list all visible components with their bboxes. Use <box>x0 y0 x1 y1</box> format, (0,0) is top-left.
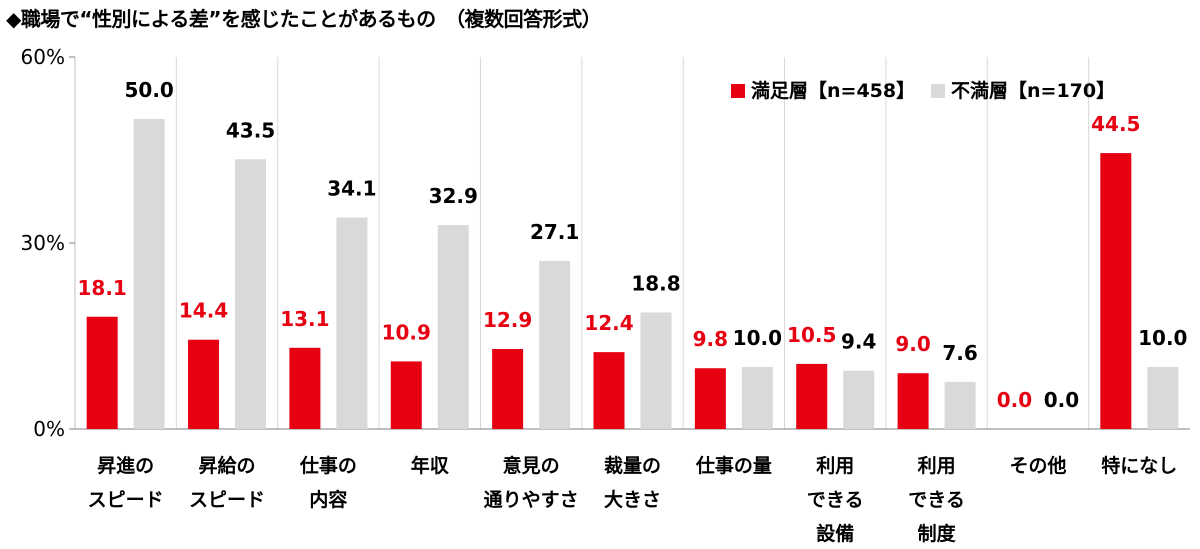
data-label: 14.4 <box>179 299 228 323</box>
bar-dissatisfied <box>539 260 571 429</box>
bar-satisfied <box>897 373 929 429</box>
legend-label: 不満層【n=170】 <box>951 79 1115 102</box>
data-label: 10.5 <box>787 323 836 347</box>
bar-dissatisfied <box>843 370 875 429</box>
x-tick-label: 昇給の <box>199 454 256 477</box>
x-tick-label: できる <box>807 489 864 511</box>
x-tick-label: 意見の <box>503 454 560 477</box>
bar-dissatisfied <box>944 381 976 429</box>
x-tick-label: 通りやすさ <box>484 489 579 511</box>
x-tick-label: 裁量の <box>604 454 661 477</box>
x-tick-label: できる <box>908 489 965 511</box>
x-tick-label: 年収 <box>411 454 450 477</box>
bar-dissatisfied <box>336 217 368 429</box>
x-tick-label: 仕事の量 <box>695 454 772 477</box>
x-tick-label: 昇進の <box>97 455 154 477</box>
data-label: 44.5 <box>1091 112 1140 136</box>
data-label: 12.9 <box>483 308 532 332</box>
y-tick-label: 60% <box>21 45 65 69</box>
data-label: 10.0 <box>1138 326 1187 350</box>
data-label: 13.1 <box>280 307 329 331</box>
legend-swatch <box>931 84 945 98</box>
y-tick-label: 0% <box>33 417 65 441</box>
x-tick-label: スピード <box>189 489 265 511</box>
legend-swatch <box>731 84 745 98</box>
legend-label: 満足層【n=458】 <box>751 79 915 102</box>
x-tick-label: 特になし <box>1101 455 1177 477</box>
bar-satisfied <box>390 361 422 429</box>
data-label: 10.0 <box>733 326 782 350</box>
bar-satisfied <box>1100 153 1132 429</box>
bar-dissatisfied <box>1147 367 1179 429</box>
x-tick-label: 利用 <box>918 455 956 477</box>
y-tick-label: 30% <box>21 231 65 255</box>
data-label: 10.9 <box>382 320 431 344</box>
bar-satisfied <box>289 347 321 429</box>
bar-satisfied <box>188 339 220 429</box>
data-label: 0.0 <box>997 388 1032 412</box>
bar-satisfied <box>492 349 524 429</box>
data-label: 9.0 <box>895 332 930 356</box>
x-tick-label: 大きさ <box>604 488 661 511</box>
data-label: 34.1 <box>327 177 376 201</box>
data-label: 18.8 <box>631 271 680 295</box>
data-label: 12.4 <box>584 311 633 335</box>
data-label: 32.9 <box>429 184 478 208</box>
chart-title: ◆職場で“性別による差”を感じたことがあるもの （複数回答形式） <box>6 7 602 31</box>
x-tick-label: 利用 <box>816 455 854 477</box>
x-tick-label: 仕事の <box>299 454 357 477</box>
data-label: 9.8 <box>693 327 728 351</box>
data-label: 50.0 <box>125 78 174 102</box>
bar-satisfied <box>694 368 726 429</box>
bar-dissatisfied <box>133 119 165 429</box>
bar-dissatisfied <box>437 225 469 429</box>
bar-dissatisfied <box>235 159 267 430</box>
x-tick-label: その他 <box>1009 454 1066 477</box>
bar-satisfied <box>796 363 828 429</box>
x-tick-label: 制度 <box>918 522 957 545</box>
bar-dissatisfied <box>640 312 672 429</box>
x-tick-label: スピード <box>88 489 164 511</box>
bar-dissatisfied <box>741 367 773 429</box>
bar-satisfied <box>86 316 118 429</box>
data-label: 18.1 <box>78 276 127 300</box>
data-label: 0.0 <box>1044 388 1079 412</box>
data-label: 27.1 <box>530 220 579 244</box>
data-label: 7.6 <box>942 341 977 365</box>
x-tick-label: 内容 <box>309 488 347 511</box>
bar-satisfied <box>593 352 625 429</box>
data-label: 43.5 <box>226 118 275 142</box>
x-tick-label: 設備 <box>816 522 854 545</box>
data-label: 9.4 <box>841 330 876 354</box>
